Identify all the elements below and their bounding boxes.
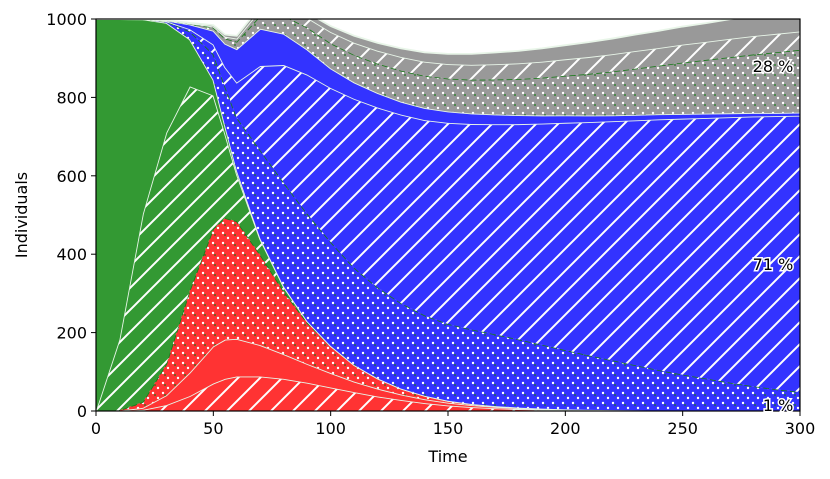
- annotations: 28 % 71 % 1 %: [751, 56, 795, 417]
- y-axis: 0 200 400 600 800 1000: [46, 10, 96, 421]
- y-axis-label: Individuals: [12, 172, 31, 258]
- y-tick-label: 600: [56, 167, 87, 186]
- area-hatch-6: [96, 19, 800, 393]
- x-tick-label: 50: [203, 419, 223, 438]
- area-hatch-5: [96, 19, 800, 411]
- x-tick-label: 200: [550, 419, 581, 438]
- area-layer-7: [96, 19, 800, 125]
- percentage-annotation: 71 %: [753, 255, 794, 274]
- area-hatch-8: [96, 19, 800, 116]
- y-tick-label: 200: [56, 324, 87, 343]
- x-tick-label: 300: [785, 419, 816, 438]
- percentage-annotation: 28 %: [753, 57, 794, 76]
- layer-boundary-6: [96, 19, 800, 126]
- x-axis: 0 50 100 150 200 250 300: [91, 411, 815, 438]
- y-tick-label: 0: [77, 402, 87, 421]
- x-tick-label: 150: [433, 419, 464, 438]
- area-layer-4: [96, 19, 800, 411]
- y-tick-label: 400: [56, 245, 87, 264]
- area-hatch-0: [96, 376, 800, 411]
- x-axis-label: Time: [427, 447, 467, 466]
- area-layers: [96, 19, 800, 411]
- y-tick-label: 800: [56, 88, 87, 107]
- percentage-annotation: 1 %: [763, 396, 793, 415]
- x-tick-label: 250: [667, 419, 698, 438]
- layer-boundary-10: [96, 19, 738, 55]
- area-hatch-2: [96, 218, 800, 411]
- x-tick-label: 0: [91, 419, 101, 438]
- y-tick-label: 1000: [46, 10, 87, 29]
- area-layer-10: [96, 19, 800, 65]
- area-hatch-9: [96, 19, 800, 80]
- x-tick-label: 100: [315, 419, 346, 438]
- area-layer-1: [96, 338, 800, 411]
